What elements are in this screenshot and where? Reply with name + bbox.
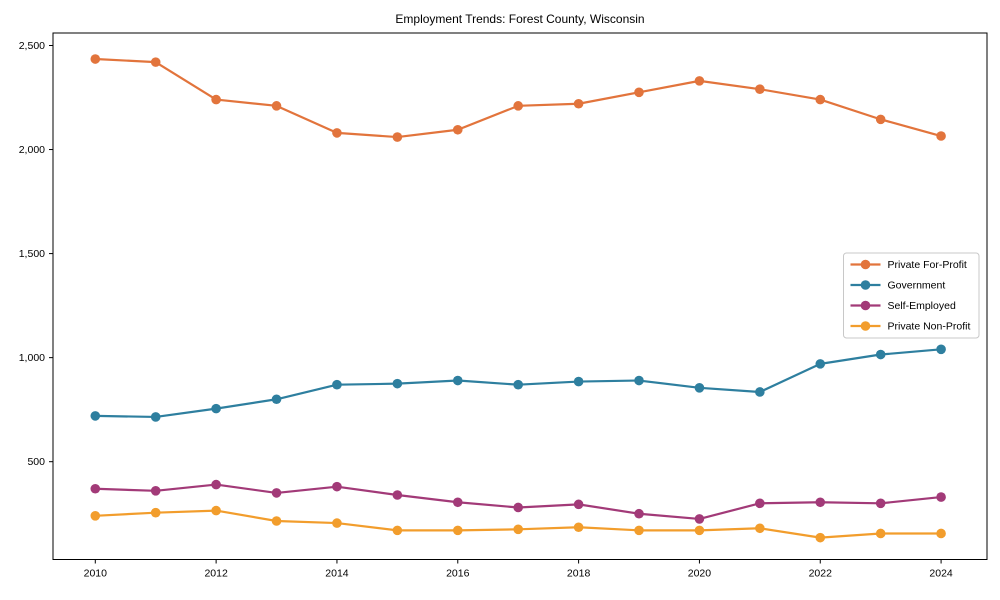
legend-swatch-marker	[860, 321, 871, 331]
data-point-marker	[875, 114, 886, 125]
data-point-marker	[815, 497, 826, 508]
data-point-marker	[90, 483, 101, 494]
legend-label: Private For-Profit	[888, 259, 967, 271]
data-point-marker	[150, 412, 161, 422]
data-point-marker	[936, 344, 946, 355]
data-point-marker	[936, 131, 946, 141]
x-tick-label: 2020	[688, 568, 712, 580]
data-point-marker	[694, 383, 705, 393]
data-point-marker	[452, 497, 463, 508]
legend-box	[843, 252, 980, 339]
data-point-marker	[875, 349, 886, 360]
series-private-non-profit	[90, 505, 946, 543]
x-tick-label: 2018	[567, 568, 591, 580]
legend-item-self-employed: Self-Employed	[850, 300, 956, 312]
y-tick-label: 500	[27, 456, 45, 468]
y-axis: 500 1,000 1,500 2,000 2,500	[19, 40, 53, 468]
series-line	[95, 483, 942, 521]
x-axis: 2010 2012 2014 2016 2018 2020 2022 2024	[84, 559, 953, 580]
data-point-marker	[392, 490, 403, 500]
data-point-marker	[150, 486, 161, 496]
data-point-marker	[513, 502, 523, 513]
data-point-marker	[150, 57, 161, 67]
series-government	[90, 344, 946, 422]
data-point-marker	[392, 132, 403, 142]
data-point-marker	[90, 54, 101, 64]
data-point-marker	[392, 378, 403, 389]
data-point-marker	[332, 481, 342, 492]
data-point-marker	[936, 528, 946, 539]
data-point-marker	[452, 375, 463, 386]
data-point-marker	[513, 379, 523, 390]
data-point-marker	[634, 375, 644, 386]
data-point-marker	[694, 76, 705, 86]
data-point-marker	[392, 525, 403, 536]
legend-swatch-marker	[860, 259, 871, 270]
chart-title: Employment Trends: Forest County, Wiscon…	[395, 12, 645, 26]
y-tick-label: 1,500	[19, 248, 45, 260]
data-point-marker	[755, 523, 765, 534]
data-point-marker	[875, 498, 886, 509]
plot-border	[52, 32, 988, 560]
data-point-marker	[452, 124, 463, 135]
data-point-marker	[634, 525, 644, 536]
data-point-marker	[271, 394, 282, 405]
x-tick-label: 2022	[809, 568, 833, 580]
data-point-marker	[573, 499, 584, 510]
data-point-marker	[936, 492, 946, 502]
data-point-marker	[755, 387, 765, 397]
series-line	[95, 57, 942, 139]
data-point-marker	[755, 84, 765, 94]
data-point-marker	[332, 518, 342, 528]
data-point-marker	[271, 516, 282, 526]
x-tick-label: 2024	[929, 568, 953, 580]
data-point-marker	[452, 525, 463, 536]
x-tick-label: 2016	[446, 568, 470, 580]
data-point-marker	[211, 94, 221, 105]
data-point-marker	[875, 528, 886, 539]
data-point-marker	[271, 101, 282, 111]
data-point-marker	[694, 525, 705, 536]
legend-item-private-for-profit: Private For-Profit	[850, 259, 967, 271]
series-private-for-profit	[90, 54, 946, 142]
x-tick-label: 2014	[325, 568, 349, 580]
y-tick-label: 2,500	[19, 40, 45, 52]
legend-label: Private Non-Profit	[888, 321, 971, 333]
legend-label: Government	[888, 280, 946, 292]
series-self-employed	[90, 479, 946, 524]
y-tick-label: 2,000	[19, 144, 45, 156]
data-point-marker	[634, 508, 644, 519]
data-point-marker	[755, 498, 765, 509]
legend-swatch-marker	[860, 300, 871, 311]
data-point-marker	[573, 98, 584, 109]
data-point-marker	[815, 532, 826, 543]
data-point-marker	[90, 510, 101, 521]
x-tick-label: 2010	[84, 568, 108, 580]
data-point-marker	[815, 359, 826, 369]
data-point-marker	[694, 514, 705, 524]
data-point-marker	[211, 403, 221, 414]
data-point-marker	[211, 505, 221, 516]
x-tick-label: 2012	[204, 568, 228, 580]
data-point-marker	[573, 522, 584, 533]
legend-label: Self-Employed	[888, 300, 956, 312]
data-point-marker	[815, 94, 826, 105]
y-tick-label: 1,000	[19, 352, 45, 364]
legend-item-private-non-profit: Private Non-Profit	[850, 321, 971, 333]
legend-swatch-marker	[860, 280, 871, 290]
legend: Private For-Profit Government Self-Employe…	[843, 252, 980, 339]
data-point-marker	[271, 488, 282, 498]
data-point-marker	[211, 479, 221, 490]
data-point-marker	[332, 379, 342, 390]
data-point-marker	[150, 507, 161, 518]
data-point-marker	[513, 524, 523, 535]
data-point-marker	[90, 411, 101, 421]
data-point-marker	[634, 87, 644, 98]
data-point-marker	[332, 128, 342, 138]
legend-item-government: Government	[850, 280, 946, 292]
data-point-marker	[573, 376, 584, 387]
data-point-marker	[513, 101, 523, 111]
